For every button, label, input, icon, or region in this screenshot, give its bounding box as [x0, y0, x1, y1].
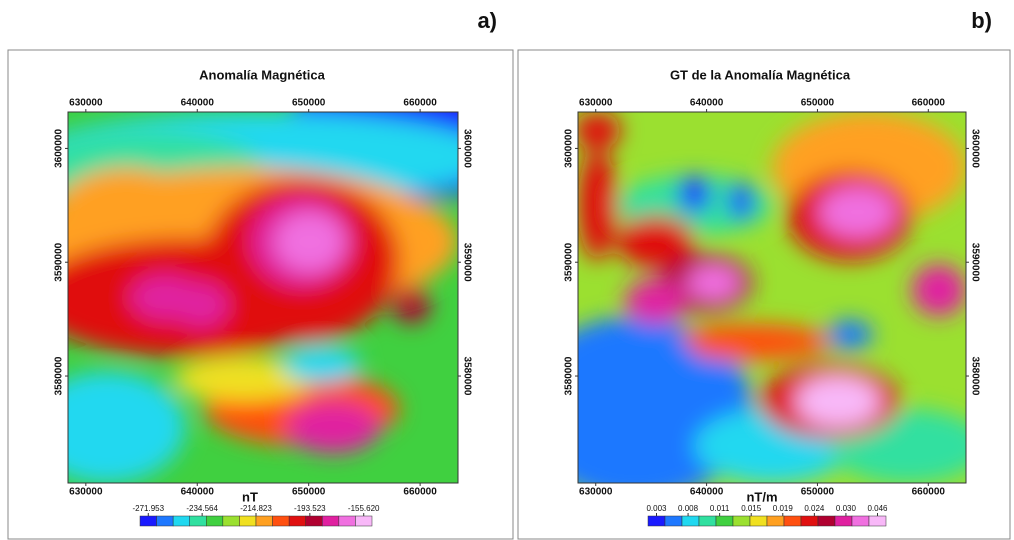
map-anomaly	[679, 175, 710, 212]
colorbar-tick-label: 0.008	[678, 504, 699, 513]
colorbar-label: nT/m	[746, 489, 777, 504]
y-tick-label: 3580000	[969, 357, 980, 396]
colorbar-tick-label: 0.011	[710, 504, 730, 513]
colorbar-swatch	[767, 516, 784, 526]
colorbar-tick-label: 0.046	[867, 504, 888, 513]
colorbar-swatch	[355, 516, 372, 526]
y-tick-label: 3600000	[461, 129, 472, 168]
colorbar-swatch	[869, 516, 886, 526]
colorbar-tick-label: 0.019	[773, 504, 794, 513]
map-anomaly	[173, 283, 228, 328]
map-anomaly	[574, 112, 621, 149]
map-anomaly	[29, 372, 185, 483]
figure: a) Anomalía Magnética 630000 630000 640000 64…	[0, 0, 1014, 540]
colorbar-swatch	[273, 516, 290, 526]
colorbar-tick-label: 0.024	[804, 504, 825, 513]
map-anomaly	[392, 286, 431, 323]
x-tick-label: 660000	[403, 487, 437, 498]
colorbar-tick-label: -193.523	[294, 504, 326, 513]
map-anomaly	[819, 186, 897, 238]
y-tick-label: 3590000	[461, 243, 472, 282]
y-tick-label: 3600000	[54, 129, 65, 168]
x-tick-label: 630000	[69, 487, 103, 498]
map-anomaly	[795, 375, 880, 427]
colorbar-swatch	[239, 516, 256, 526]
colorbar-swatch	[322, 516, 339, 526]
colorbar-swatch	[750, 516, 767, 526]
y-tick-label: 3600000	[564, 129, 575, 168]
colorbar-tick-label: 0.003	[646, 504, 667, 513]
panel-label: b)	[971, 8, 992, 33]
colorbar-swatch	[206, 516, 223, 526]
colorbar-tick-label: 0.015	[741, 504, 762, 513]
colorbar-swatch	[306, 516, 323, 526]
colorbar-swatch	[648, 516, 665, 526]
map-anomaly	[687, 264, 741, 301]
chart-title: GT de la Anomalía Magnética	[670, 67, 851, 82]
colorbar-tick-label: -234.564	[186, 504, 218, 513]
x-tick-label: 650000	[801, 487, 835, 498]
x-tick-label: 640000	[181, 98, 215, 109]
x-tick-label: 640000	[690, 98, 724, 109]
x-tick-label: 660000	[403, 98, 437, 109]
y-tick-label: 3590000	[564, 242, 575, 281]
colorbar-tick-label: -271.953	[132, 504, 164, 513]
map-anomaly	[675, 323, 830, 360]
map-anomaly	[656, 338, 695, 368]
colorbar-swatch	[818, 516, 835, 526]
panel-label: a)	[477, 8, 497, 33]
colorbar-swatch	[784, 516, 801, 526]
y-tick-label: 3590000	[54, 242, 65, 281]
map-anomaly	[283, 346, 361, 383]
y-tick-label: 3580000	[564, 356, 575, 395]
x-tick-label: 640000	[181, 487, 215, 498]
colorbar-swatch	[223, 516, 240, 526]
colorbar-swatch	[801, 516, 818, 526]
x-tick-label: 650000	[292, 98, 326, 109]
colorbar-swatch	[835, 516, 852, 526]
colorbar-label: nT	[242, 489, 258, 504]
colorbar-swatch	[733, 516, 750, 526]
y-tick-label: 3580000	[461, 357, 472, 396]
y-tick-label: 3600000	[969, 129, 980, 168]
colorbar-swatch	[256, 516, 273, 526]
map-anomaly	[729, 182, 752, 219]
x-tick-label: 650000	[292, 487, 326, 498]
colorbar-tick-label: 0.030	[836, 504, 857, 513]
map-anomaly	[275, 212, 345, 271]
map-anomaly	[826, 320, 873, 350]
colorbar-swatch	[157, 516, 174, 526]
map-image	[520, 112, 986, 502]
colorbar-swatch	[665, 516, 682, 526]
y-tick-label: 3580000	[54, 356, 65, 395]
map-field	[29, 64, 556, 483]
y-tick-label: 3590000	[969, 243, 980, 282]
map-image	[29, 64, 556, 483]
colorbar-swatch	[339, 516, 356, 526]
colorbar-tick-label: -155.620	[348, 504, 380, 513]
colorbar-swatch	[852, 516, 869, 526]
colorbar-swatch	[190, 516, 207, 526]
colorbar-swatch	[682, 516, 699, 526]
colorbar-swatch	[140, 516, 157, 526]
colorbar-swatch	[716, 516, 733, 526]
x-tick-label: 630000	[579, 487, 613, 498]
chart-title: Anomalía Magnética	[199, 67, 325, 82]
colorbar-swatch	[289, 516, 306, 526]
x-tick-label: 640000	[690, 487, 724, 498]
map-anomaly	[578, 149, 617, 260]
colorbar-tick-label: -214.823	[240, 504, 272, 513]
colorbar-swatch	[699, 516, 716, 526]
x-tick-label: 630000	[579, 98, 613, 109]
x-tick-label: 660000	[912, 98, 946, 109]
x-tick-label: 660000	[912, 487, 946, 498]
map-anomaly	[286, 401, 380, 453]
x-tick-label: 630000	[69, 98, 103, 109]
x-tick-label: 650000	[801, 98, 835, 109]
map-anomaly	[625, 279, 687, 324]
map-anomaly	[912, 264, 966, 316]
colorbar-swatch	[173, 516, 190, 526]
